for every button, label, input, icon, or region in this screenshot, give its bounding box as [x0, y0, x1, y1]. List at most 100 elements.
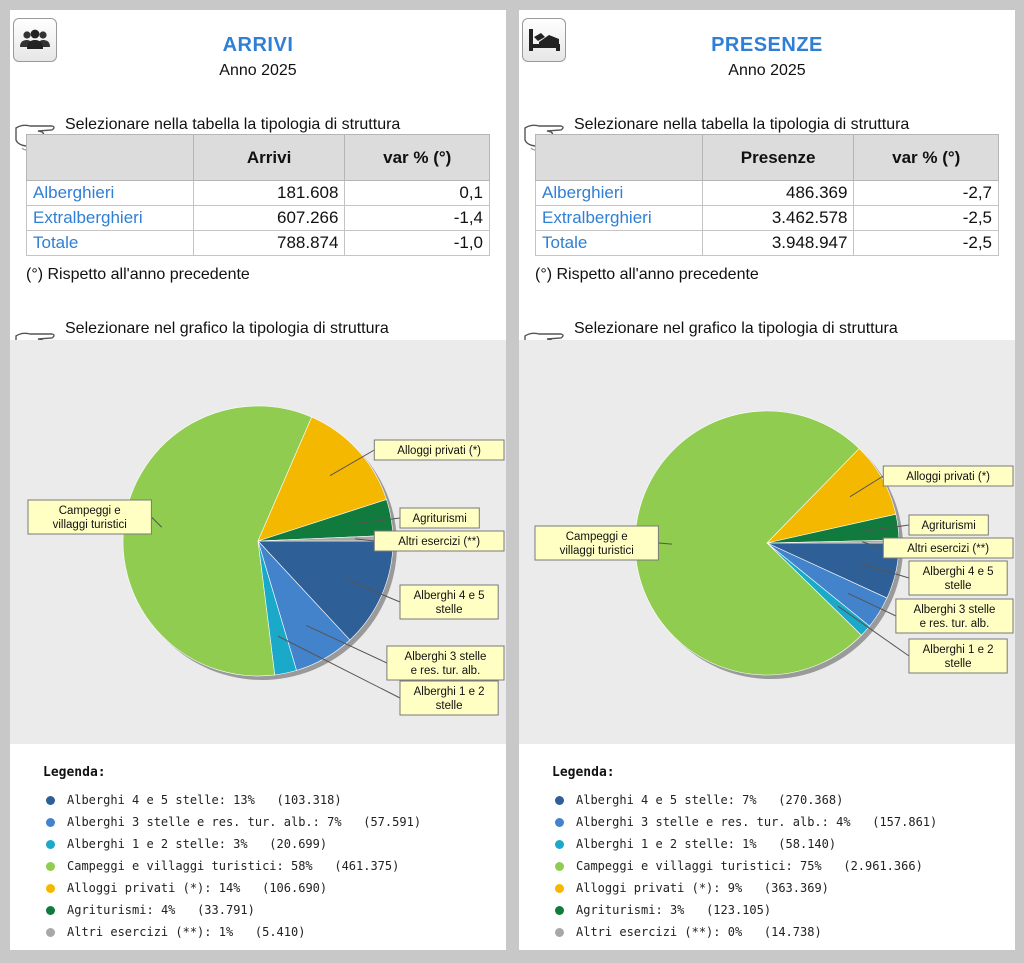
legend-item[interactable]: Campeggi e villaggi turistici: 75% (2.96… [555, 855, 937, 877]
arrivi-toggle-button[interactable] [13, 18, 57, 62]
row-label-alberghieri[interactable]: Alberghieri [26, 180, 194, 206]
legend-item[interactable]: Agriturismi: 3% (123.105) [555, 899, 937, 921]
callout-label: stelle [436, 700, 463, 712]
legend-percent: 3% [233, 837, 248, 851]
chart-instruction: Selezionare nel grafico la tipologia di … [65, 320, 389, 337]
legend-value: 14.738 [771, 925, 815, 939]
table-header-value: Arrivi [192, 134, 346, 181]
legend-label: Alberghi 4 e 5 stelle [67, 793, 219, 807]
arrivi-panel: ARRIVI Anno 2025 Selezionare nella tabel… [10, 10, 506, 950]
callout-box [908, 560, 1008, 596]
pie-chart[interactable]: Alberghi 4 e 5 stelle Alberghi 3 stelle e r… [10, 340, 506, 744]
table-row[interactable]: Totale 3.948.947 -2,5 [535, 230, 999, 256]
callout-box [399, 584, 499, 620]
legend-item[interactable]: Campeggi e villaggi turistici: 58% (461.… [46, 855, 421, 877]
table-row[interactable]: Extralberghieri 3.462.578 -2,5 [535, 205, 999, 231]
table-row[interactable]: Alberghieri 486.369 -2,7 [535, 180, 999, 206]
legend-dot [555, 839, 564, 849]
legend-dot [555, 795, 564, 805]
legend-dot [46, 927, 55, 937]
pie-chart-area: Alberghi 4 e 5 stelle Alberghi 3 stelle e r… [10, 340, 506, 744]
row-label-extralberghieri[interactable]: Extralberghieri [26, 205, 194, 231]
legend-item[interactable]: Alberghi 4 e 5 stelle: 7% (270.368) [555, 789, 937, 811]
table-row[interactable]: Totale 788.874 -1,0 [26, 230, 490, 256]
row-label-totale[interactable]: Totale [26, 230, 194, 256]
callout-label: Alloggi privati (*) [906, 471, 990, 483]
legend-item[interactable]: Alloggi privati (*): 14% (106.690) [46, 877, 421, 899]
legend-dot [46, 795, 55, 805]
callout-label: Alberghi 3 stelle [914, 604, 996, 616]
legend-dot [555, 817, 564, 827]
callout-label: villaggi turistici [560, 545, 634, 557]
legend-dot [46, 839, 55, 849]
legend-dot [46, 861, 55, 871]
callout-label: Alberghi 1 e 2 [923, 644, 994, 656]
callout-box [908, 514, 989, 536]
table-header-blank [535, 134, 703, 181]
row-label-alberghieri[interactable]: Alberghieri [535, 180, 703, 206]
legend-item[interactable]: Alberghi 1 e 2 stelle: 1% (58.140) [555, 833, 937, 855]
chart-instruction: Selezionare nel grafico la tipologia di … [574, 320, 898, 337]
row-var: -2,7 [853, 180, 999, 206]
row-value: 181.608 [192, 180, 346, 206]
callout-leader-line [305, 624, 388, 664]
callout-box [882, 537, 1014, 559]
callout-label: Altri esercizi (**) [907, 543, 989, 555]
callout-label: Alloggi privati (*) [397, 445, 481, 457]
legend: Alberghi 4 e 5 stelle: 13% (103.318) Alb… [46, 789, 421, 943]
callout-leader-line [277, 635, 401, 699]
callout-leader-line [837, 605, 910, 657]
row-value: 3.948.947 [701, 230, 855, 256]
callout-box [386, 645, 505, 681]
legend-value: 103.318 [283, 793, 335, 807]
legend-label: Alberghi 4 e 5 stelle [576, 793, 728, 807]
legend-percent: 4% [836, 815, 851, 829]
presenze-toggle-button[interactable] [522, 18, 566, 62]
table-row[interactable]: Alberghieri 181.608 0,1 [26, 180, 490, 206]
legend-item[interactable]: Agriturismi: 4% (33.791) [46, 899, 421, 921]
callout-label: Campeggi e [59, 505, 121, 517]
legend-item[interactable]: Alloggi privati (*): 9% (363.369) [555, 877, 937, 899]
legend-label: Alloggi privati (*) [67, 881, 205, 895]
legend-title: Legenda: [552, 765, 615, 780]
legend-label: Alberghi 3 stelle e res. tur. alb. [67, 815, 313, 829]
callout-label: Altri esercizi (**) [398, 536, 480, 548]
legend-value: 20.699 [276, 837, 320, 851]
legend-label: Alloggi privati (*) [576, 881, 714, 895]
callout-label: Alberghi 1 e 2 [414, 686, 485, 698]
row-value: 607.266 [192, 205, 346, 231]
legend-value: 123.105 [713, 903, 764, 917]
callout-leader-line [861, 541, 884, 549]
pie-slice-alloggi-privati[interactable] [257, 416, 387, 542]
legend-item[interactable]: Alberghi 1 e 2 stelle: 3% (20.699) [46, 833, 421, 855]
row-var: -2,5 [853, 230, 999, 256]
callout-leader-line [329, 449, 375, 477]
legend-label: Agriturismi [67, 903, 147, 917]
table-row[interactable]: Extralberghieri 607.266 -1,4 [26, 205, 490, 231]
row-label-totale[interactable]: Totale [535, 230, 703, 256]
legend-percent: 1% [218, 925, 234, 939]
legend-label: Agriturismi [576, 903, 656, 917]
callout-label: Alberghi 3 stelle [405, 651, 487, 663]
legend-value: 363.369 [771, 881, 822, 895]
legend-value: 270.368 [785, 793, 837, 807]
panel-subtitle: Anno 2025 [219, 62, 297, 79]
legend-value: 106.690 [269, 881, 320, 895]
callout-label: stelle [945, 658, 972, 670]
legend-label: Altri esercizi (**) [576, 925, 714, 939]
legend-item[interactable]: Altri esercizi (**): 0% (14.738) [555, 921, 937, 943]
legend-item[interactable]: Alberghi 3 stelle e res. tur. alb.: 4% (… [555, 811, 937, 833]
legend-value: 461.375 [341, 859, 393, 873]
callout-box [399, 680, 499, 716]
legend-percent: 1% [742, 837, 757, 851]
legend-item[interactable]: Altri esercizi (**): 1% (5.410) [46, 921, 421, 943]
row-label-extralberghieri[interactable]: Extralberghieri [535, 205, 703, 231]
legend-item[interactable]: Alberghi 3 stelle e res. tur. alb.: 7% (… [46, 811, 421, 833]
legend-item[interactable]: Alberghi 4 e 5 stelle: 13% (103.318) [46, 789, 421, 811]
panel-title: PRESENZE [711, 34, 823, 56]
legend-dot [555, 927, 564, 937]
pie-chart[interactable]: Alberghi 4 e 5 stelle Alberghi 3 stelle e r… [519, 340, 1015, 744]
legend-dot [46, 905, 55, 915]
row-var: -1,0 [344, 230, 490, 256]
callout-label: villaggi turistici [53, 519, 127, 531]
